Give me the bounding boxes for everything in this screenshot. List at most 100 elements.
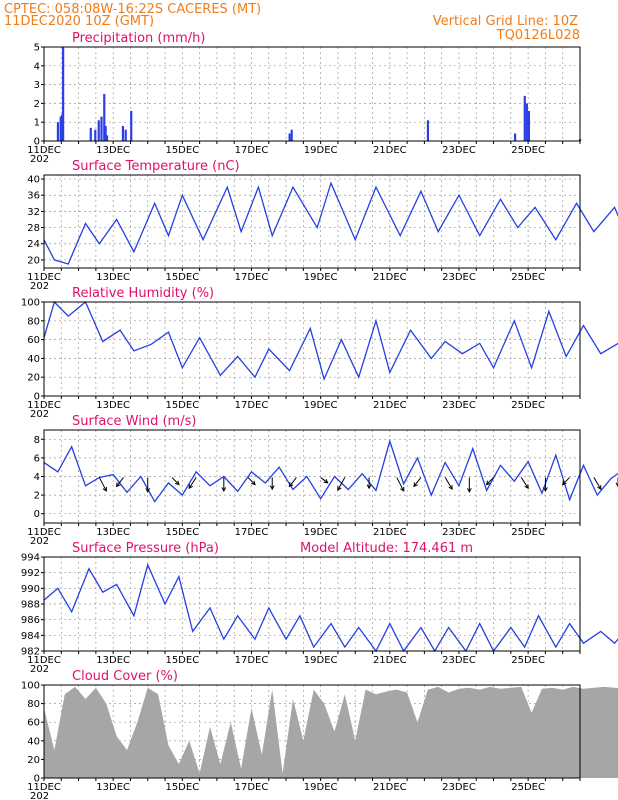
x-tick-label: 13DEC — [96, 400, 130, 411]
x-tick-label: 25DEC — [511, 145, 545, 156]
panel-3 — [41, 300, 618, 399]
y-tick-label: 40 — [27, 736, 40, 747]
series-line — [43, 562, 618, 653]
y-tick-label: 6 — [34, 453, 40, 464]
wind-arrow — [289, 477, 297, 487]
y-tick-label: 32 — [27, 207, 40, 218]
panel-title: Surface Pressure (hPa) — [72, 541, 219, 556]
y-tick-label: 986 — [21, 615, 40, 626]
y-tick-label: 994 — [21, 553, 40, 564]
y-tick-label: 36 — [27, 191, 40, 202]
wind-arrow-head — [413, 482, 418, 488]
wind-arrow — [593, 477, 602, 490]
panel-title: Cloud Cover (%) — [72, 669, 178, 684]
y-tick-label: 60 — [27, 718, 40, 729]
x-tick-label: 17DEC — [235, 782, 269, 793]
panel-2 — [41, 174, 618, 271]
wind-arrow-head — [597, 485, 602, 491]
y-tick-label: 80 — [27, 316, 40, 327]
header-model: TQ0126L028 — [496, 28, 580, 43]
header-station: CPTEC: 058:08W-16:22S CACERES (MT) — [4, 2, 261, 17]
y-tick-label: 20 — [27, 255, 40, 266]
x-tick-label: 13DEC — [96, 527, 130, 538]
y-tick-label: 990 — [21, 584, 40, 595]
y-tick-label: 988 — [21, 600, 40, 611]
wind-arrow-head — [466, 488, 472, 493]
precip-bar — [525, 103, 528, 141]
x-tick-label: 21DEC — [373, 655, 407, 666]
x-tick-label: 15DEC — [165, 272, 199, 283]
x-tick-label: 25DEC — [511, 272, 545, 283]
y-tick-label: 20 — [27, 755, 40, 766]
y-tick-label: 2 — [34, 99, 40, 110]
wind-arrow-head — [400, 486, 405, 492]
panel-frame — [43, 46, 581, 142]
y-tick-label: 20 — [27, 373, 40, 384]
wind-arrow — [188, 477, 197, 489]
wind-arrow — [396, 477, 405, 492]
x-tick-label: 19DEC — [304, 782, 338, 793]
panel-title: Surface Temperature (nC) — [72, 159, 240, 174]
precip-bar — [121, 125, 125, 141]
panel-frame — [43, 684, 581, 779]
precip-bar — [124, 129, 127, 141]
wind-arrow-head — [615, 482, 618, 488]
x-tick-label: 25DEC — [511, 782, 545, 793]
series-line — [43, 300, 618, 382]
x-tick-label: 11DEC — [27, 272, 61, 283]
y-tick-label: 4 — [34, 61, 40, 72]
x-tick-label: 15DEC — [165, 655, 199, 666]
precip-bar — [426, 120, 430, 141]
panel-6 — [41, 684, 618, 781]
x-tick-label: 15DEC — [165, 527, 199, 538]
x-tick-label: 11DEC — [27, 782, 61, 793]
precip-bar — [100, 116, 103, 141]
panel-4 — [41, 429, 618, 526]
precip-bar — [89, 127, 92, 141]
wind-arrow-head — [524, 484, 529, 490]
x-tick-label: 23DEC — [442, 527, 476, 538]
year-label: 202 — [30, 791, 49, 800]
x-tick-label: 17DEC — [235, 272, 269, 283]
wind-arrow-head — [448, 485, 453, 491]
year-label: 202 — [30, 281, 49, 292]
x-tick-label: 13DEC — [96, 145, 130, 156]
series-line — [43, 438, 618, 503]
x-tick-label: 23DEC — [442, 400, 476, 411]
x-tick-label: 15DEC — [165, 400, 199, 411]
x-tick-label: 19DEC — [304, 272, 338, 283]
y-tick-label: 80 — [27, 699, 40, 710]
precip-bar — [56, 122, 60, 141]
precip-bar — [290, 129, 293, 141]
wind-arrow-head — [251, 480, 256, 486]
x-tick-label: 19DEC — [304, 145, 338, 156]
x-tick-label: 15DEC — [165, 782, 199, 793]
wind-arrow — [486, 477, 494, 485]
y-tick-label: 0 — [34, 392, 40, 403]
x-tick-label: 11DEC — [27, 655, 61, 666]
x-tick-label: 25DEC — [511, 400, 545, 411]
header-grid-line: Vertical Grid Line: 10Z — [433, 14, 578, 29]
wind-arrow — [320, 477, 328, 484]
wind-arrow — [116, 477, 124, 487]
x-tick-label: 17DEC — [235, 527, 269, 538]
panel-frame — [43, 301, 581, 397]
wind-arrow — [562, 477, 570, 485]
wind-arrow-head — [543, 487, 548, 492]
wind-arrow-head — [145, 488, 151, 493]
x-tick-label: 15DEC — [165, 145, 199, 156]
x-tick-label: 25DEC — [511, 527, 545, 538]
y-tick-label: 0 — [34, 137, 40, 148]
precip-bar — [59, 116, 62, 141]
precip-bar — [527, 110, 531, 141]
y-tick-label: 3 — [34, 80, 40, 91]
y-tick-label: 0 — [34, 774, 40, 785]
x-tick-label: 23DEC — [442, 145, 476, 156]
x-tick-label: 17DEC — [235, 145, 269, 156]
model-altitude: Model Altitude: 174.461 m — [300, 541, 473, 556]
x-tick-label: 13DEC — [96, 655, 130, 666]
panel-title: Relative Humidity (%) — [72, 286, 214, 301]
wind-arrow-head — [115, 482, 121, 488]
y-tick-label: 4 — [34, 472, 40, 483]
wind-arrow — [98, 477, 107, 492]
